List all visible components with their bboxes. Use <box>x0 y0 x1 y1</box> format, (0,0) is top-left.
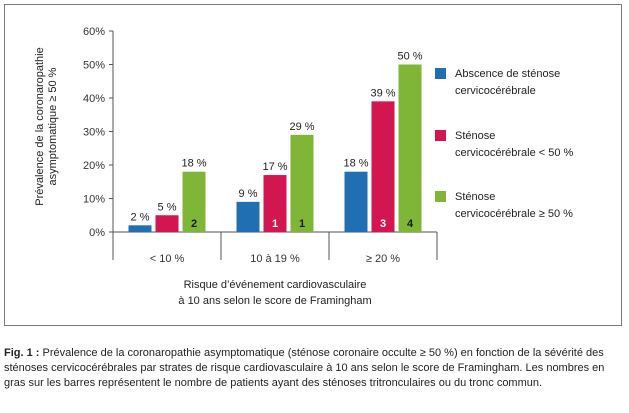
bar <box>128 225 152 232</box>
legend-label: cervicocérébrale ≥ 50 % <box>455 208 573 220</box>
legend-label: cervicocérébrale < 50 % <box>455 147 574 159</box>
bar-value-label: 50 % <box>397 51 422 63</box>
legend-swatch <box>435 191 446 202</box>
bar-count-label: 1 <box>272 218 278 230</box>
bar <box>182 171 206 232</box>
bar <box>344 171 368 232</box>
bar-value-label: 5 % <box>158 201 177 213</box>
caption-label: Fig. 1 : <box>4 347 40 359</box>
caption-text: Prévalence de la coronaropathie asymptom… <box>4 347 605 389</box>
bar-count-label: 2 <box>191 218 197 230</box>
y-tick-label: 60% <box>83 26 105 38</box>
x-axis-title: Risque d’événement cardiovasculaire <box>184 279 367 291</box>
bar-count-label: 4 <box>407 218 414 230</box>
legend-swatch <box>435 68 446 79</box>
x-axis-title: à 10 ans selon le score de Framingham <box>178 295 371 307</box>
bar-value-label: 39 % <box>370 87 395 99</box>
bar-value-label: 2 % <box>131 211 150 223</box>
y-axis-title: Prévalence de la coronaropathie <box>34 47 46 205</box>
legend-label: Abscence de sténose <box>455 68 560 80</box>
bar-count-label: 3 <box>380 218 386 230</box>
bar <box>263 175 287 232</box>
legend-label: Sténose <box>455 130 495 142</box>
x-category-label: 10 à 19 % <box>250 253 300 265</box>
bar-value-label: 17 % <box>262 161 287 173</box>
figure-frame: 0% 10% 20% 30% 40% 50% 60% < 10 % 2 % 5 % 18 % 2 10 … <box>4 4 622 326</box>
y-tick-label: 20% <box>83 160 105 172</box>
y-tick-label: 30% <box>83 127 105 139</box>
bar-value-label: 29 % <box>289 121 314 133</box>
bar-value-label: 9 % <box>239 188 258 200</box>
x-category-label: ≥ 20 % <box>366 253 400 265</box>
bar <box>155 215 179 232</box>
bar <box>236 201 260 232</box>
legend-swatch <box>435 130 446 141</box>
bar-count-label: 1 <box>299 218 305 230</box>
bar <box>398 64 422 232</box>
y-tick-label: 50% <box>83 60 105 72</box>
bar-chart: 0% 10% 20% 30% 40% 50% 60% < 10 % 2 % 5 % 18 % 2 10 … <box>34 26 574 307</box>
y-tick-label: 40% <box>83 93 105 105</box>
bar-value-label: 18 % <box>343 158 368 170</box>
bar <box>290 134 314 232</box>
bar <box>371 101 395 232</box>
legend-label: cervicocérébrale <box>455 85 536 97</box>
y-tick-label: 0% <box>89 227 105 239</box>
y-tick-label: 10% <box>83 194 105 206</box>
y-axis-title: asymptomatique ≥ 50 % <box>47 67 59 185</box>
bar-value-label: 18 % <box>181 158 206 170</box>
figure-caption: Fig. 1 : Prévalence de la coronaropathie… <box>4 346 624 391</box>
legend-label: Sténose <box>455 191 495 203</box>
x-category-label: < 10 % <box>150 253 185 265</box>
